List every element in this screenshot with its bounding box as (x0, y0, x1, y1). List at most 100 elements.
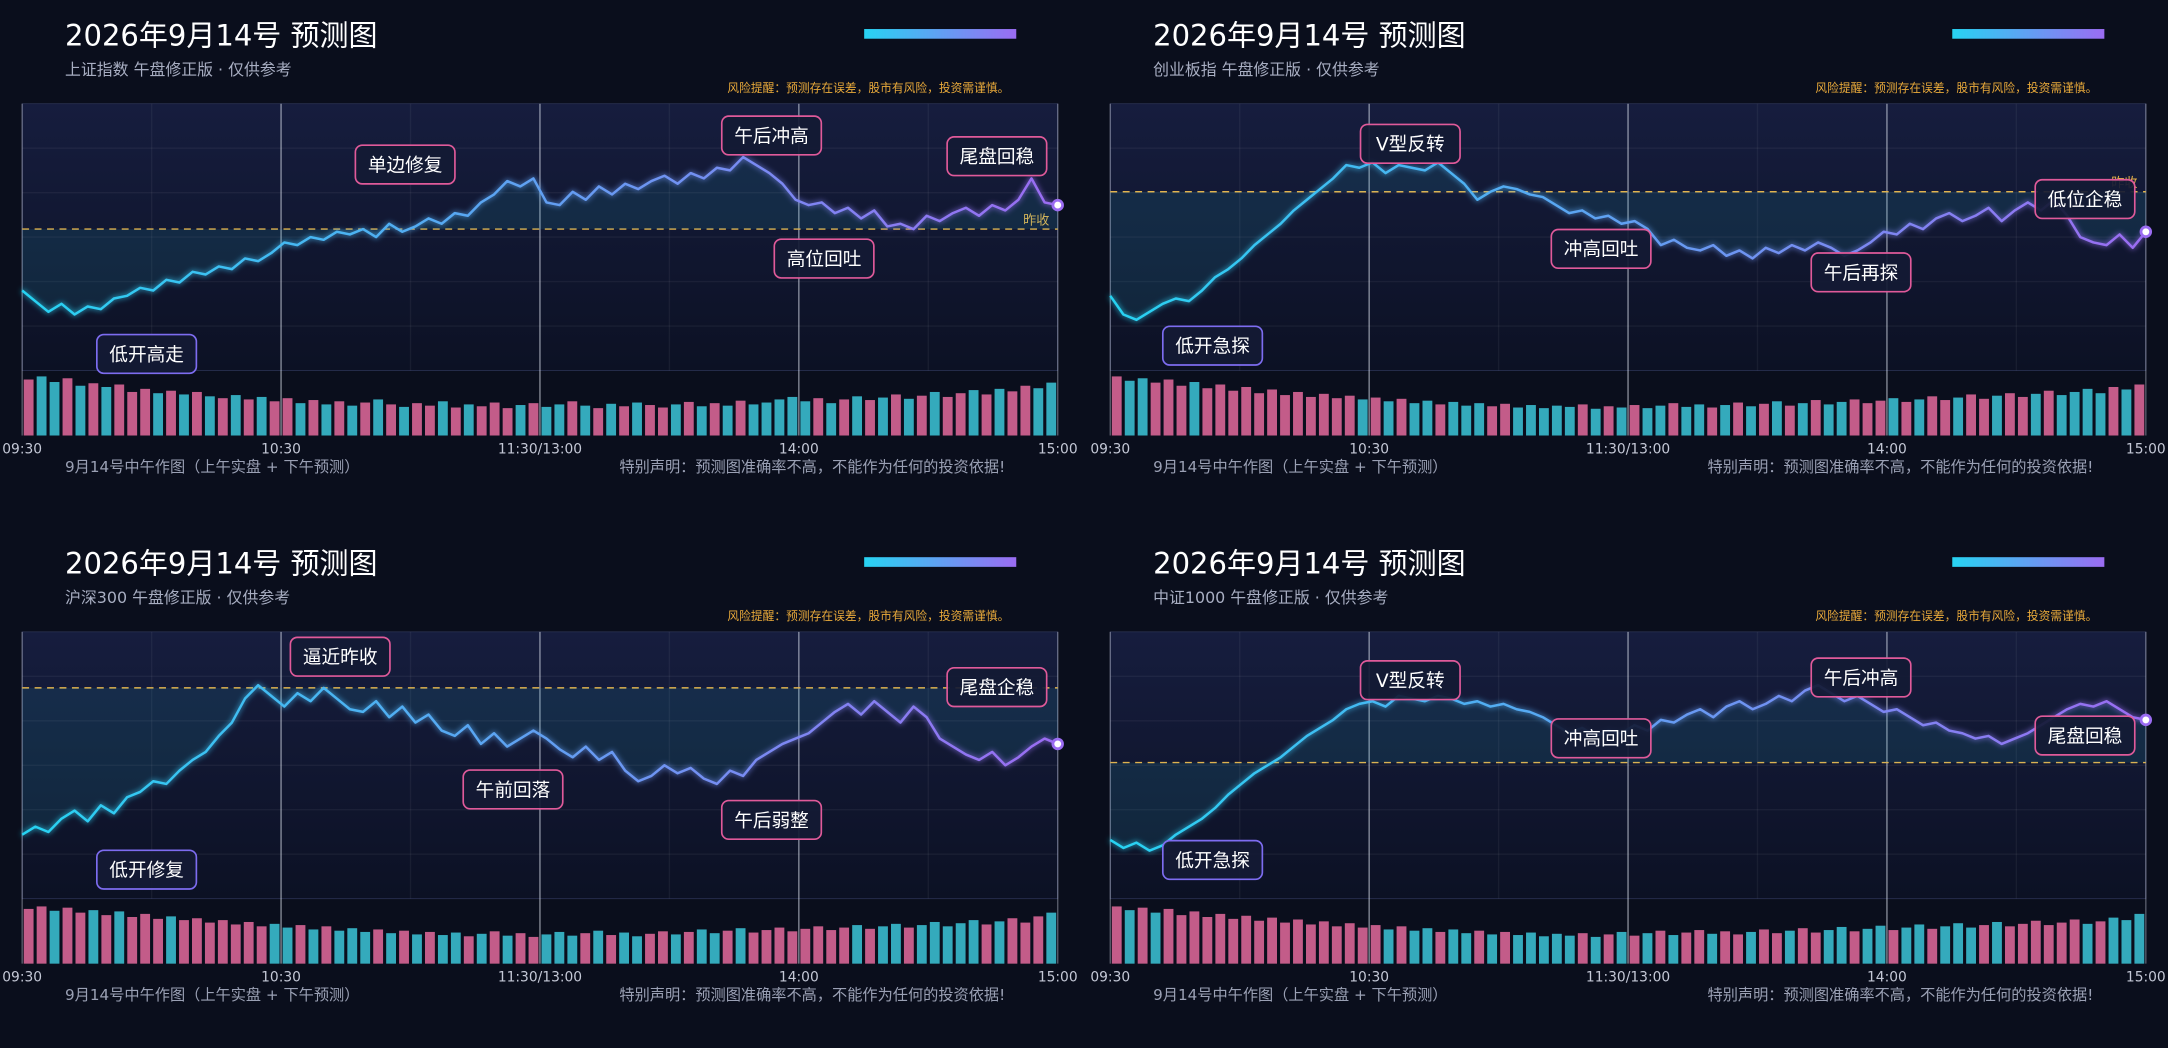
volume-bar (489, 931, 500, 964)
volume-bar (1901, 401, 1912, 436)
volume-bar (437, 935, 448, 964)
volume-bar (981, 924, 992, 964)
volume-bar (891, 394, 901, 436)
volume-bar (1293, 919, 1303, 964)
volume-bar (1189, 382, 1200, 436)
volume-bar (1784, 930, 1795, 964)
annotation-text: 午后弱整 (734, 811, 809, 832)
x-tick-label: 10:30 (261, 441, 301, 457)
volume-bar (1396, 398, 1407, 436)
volume-bar (347, 928, 358, 964)
annotation-box (1550, 228, 1652, 270)
volume-bar (114, 384, 125, 436)
volume-bar (1759, 403, 1769, 436)
volume-bar (1033, 388, 1044, 436)
volume-bar (541, 934, 552, 964)
volume-bar (1577, 933, 1588, 964)
header-bar (864, 557, 1017, 567)
volume-bar (2017, 396, 2028, 436)
volume-bar (1771, 401, 1782, 436)
volume-bar (593, 408, 604, 436)
volume-bar (1163, 908, 1174, 964)
volume-bar (865, 928, 875, 964)
area (1110, 162, 2146, 320)
volume-bar (23, 908, 34, 964)
volume-bar (1254, 393, 1265, 436)
volume-bar (373, 399, 384, 436)
volume-bar (722, 930, 733, 964)
volume-bar (153, 393, 164, 436)
volume-bar (1137, 907, 1148, 964)
volume-bar (1694, 404, 1705, 436)
annotation-text: 单边修复 (368, 155, 443, 176)
volume-bar (787, 931, 798, 964)
volume-bar (321, 926, 332, 964)
volume-bar (1823, 930, 1834, 964)
x-tick-label: 10:30 (1349, 969, 1389, 985)
volume-bar (49, 382, 60, 436)
volume-bar (425, 931, 435, 964)
volume-bar (1383, 929, 1394, 964)
volume-bar (2134, 913, 2145, 964)
end-dot (2139, 713, 2153, 727)
volume-bar (1215, 384, 1226, 436)
volume-bar (1111, 376, 1122, 436)
volume-bar (1500, 403, 1510, 436)
volume-bar (179, 920, 189, 964)
volume-bar (62, 378, 73, 436)
volume-bar (2017, 923, 2028, 964)
annotation-box (2034, 178, 2136, 220)
volume-bar (373, 929, 384, 964)
volume-bar (1422, 400, 1433, 436)
volume-bar (852, 396, 863, 436)
volume-bar (412, 403, 422, 436)
footer-left: 9月14号中午作图（上午实盘 + 下午预测） (65, 458, 359, 476)
risk-note: 风险提醒：预测存在误差，股市有风险，投资需谨慎。 (727, 81, 1009, 95)
area (1110, 685, 2146, 851)
annotation-box (1161, 325, 1264, 366)
volume-bar (1707, 933, 1718, 964)
volume-bar (2030, 393, 2041, 436)
volume-bar (800, 928, 811, 964)
end-dot (1051, 198, 1064, 212)
volume-bar (994, 388, 1005, 436)
volume-bar (1603, 934, 1614, 964)
volume-bar (1474, 930, 1485, 964)
volume-bar (1137, 378, 1148, 436)
volume-bar (1940, 926, 1951, 964)
volume-bar (101, 915, 112, 964)
volume-bar (1305, 924, 1316, 964)
volume-bar (1746, 931, 1756, 964)
volume-bar (204, 922, 215, 964)
annotation-box (1550, 718, 1652, 759)
volume-bar (1241, 386, 1252, 436)
volume-bar (256, 926, 267, 964)
volume-bar (192, 918, 202, 964)
volume-bar (1409, 403, 1420, 436)
annotation-box (462, 769, 564, 810)
volume-bar (1228, 918, 1239, 964)
volume-bar (1526, 405, 1536, 436)
volume-bar (1992, 395, 2002, 436)
volume-bar (1616, 931, 1627, 964)
volume-bar (62, 907, 73, 964)
volume-bar (2056, 922, 2067, 964)
volume-bar (308, 400, 319, 436)
volume-bar (1668, 403, 1679, 436)
volume-bar (1629, 405, 1640, 436)
volume-bar (968, 920, 979, 964)
end-dot (1051, 737, 1064, 751)
volume-bar (1228, 390, 1239, 436)
volume-bar (761, 930, 772, 964)
volume-bar (1150, 382, 1161, 436)
volume-bar (1642, 408, 1653, 436)
volume-bar (1422, 928, 1433, 964)
volume-bar (1655, 405, 1666, 436)
volume-bar (1914, 399, 1925, 436)
volume-bar (1797, 928, 1808, 964)
volume-bar (916, 395, 927, 436)
volume-bar (632, 936, 642, 964)
